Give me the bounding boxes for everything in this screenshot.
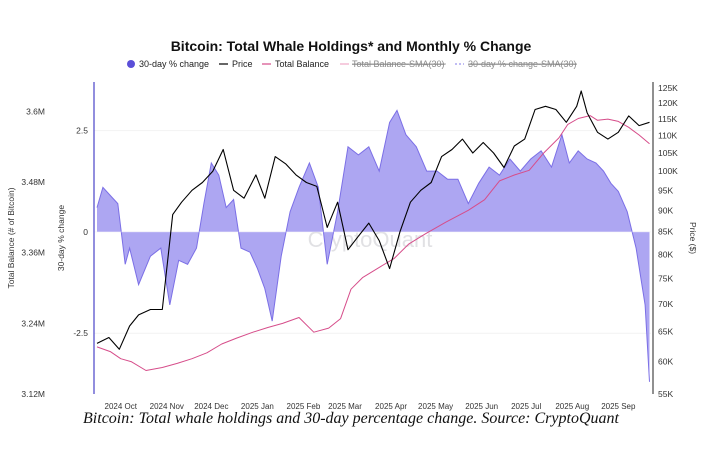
x-tick-label: 2025 Apr xyxy=(375,402,407,411)
legend-swatch-pct xyxy=(127,60,135,68)
x-tick-label: 2025 May xyxy=(418,402,453,411)
pct-change-area xyxy=(97,110,650,382)
pct-axis-label: 30-day % change xyxy=(56,205,66,271)
x-tick-label: 2024 Oct xyxy=(105,402,138,411)
balance-tick-label: 3.48M xyxy=(21,177,45,187)
pct-tick-label: 0 xyxy=(83,227,88,237)
axis-layer: 3.6M 3.48M 3.36M 3.24M 3.12M 2.5 0 -2.5 125K 120K… xyxy=(6,82,698,411)
x-tick-label: 2025 Sep xyxy=(601,402,636,411)
price-tick-label: 120K xyxy=(658,98,678,108)
legend-label-balance: Total Balance xyxy=(275,59,329,69)
pct-tick-label: -2.5 xyxy=(73,328,88,338)
figure-caption: Bitcoin: Total whale holdings and 30-day… xyxy=(83,410,619,427)
price-line xyxy=(96,90,650,350)
balance-tick-label: 3.12M xyxy=(21,389,45,399)
pct-change-outline xyxy=(96,109,650,382)
price-tick-label: 95K xyxy=(658,185,673,195)
price-tick-label: 60K xyxy=(658,357,673,367)
x-tick-label: 2025 Jun xyxy=(465,402,498,411)
balance-axis-label: Total Balance (# of Bitcoin) xyxy=(6,187,16,288)
legend-label-price: Price xyxy=(232,59,253,69)
legend-label-pct: 30-day % change xyxy=(139,59,209,69)
x-tick-label: 2024 Dec xyxy=(194,402,228,411)
x-tick-label: 2025 Mar xyxy=(328,402,362,411)
chart-title: Bitcoin: Total Whale Holdings* and Month… xyxy=(171,38,532,54)
x-tick-label: 2025 Jul xyxy=(511,402,541,411)
price-tick-label: 100K xyxy=(658,166,678,176)
balance-tick-label: 3.24M xyxy=(21,318,45,328)
price-tick-label: 65K xyxy=(658,327,673,337)
price-tick-label: 110K xyxy=(658,131,678,141)
x-tick-label: 2024 Nov xyxy=(150,402,184,411)
price-axis-label: Price ($) xyxy=(688,222,698,254)
line-layer xyxy=(96,90,650,371)
price-tick-label: 55K xyxy=(658,389,673,399)
balance-tick-label: 3.6M xyxy=(26,106,45,116)
price-tick-label: 115K xyxy=(658,114,678,124)
pct-area-layer xyxy=(94,109,651,382)
legend: 30-day % change Price Total Balance Total B… xyxy=(127,59,577,69)
pct-tick-label: 2.5 xyxy=(76,126,88,136)
price-tick-label: 105K xyxy=(658,148,678,158)
price-tick-label: 90K xyxy=(658,205,673,215)
price-tick-label: 80K xyxy=(658,249,673,259)
x-tick-label: 2025 Aug xyxy=(555,402,589,411)
price-tick-label: 75K xyxy=(658,273,673,283)
price-tick-label: 70K xyxy=(658,299,673,309)
x-tick-label: 2025 Feb xyxy=(287,402,321,411)
x-tick-label: 2025 Jan xyxy=(241,402,274,411)
price-tick-label: 85K xyxy=(658,227,673,237)
price-tick-label: 125K xyxy=(658,83,678,93)
balance-line xyxy=(96,115,650,371)
balance-tick-label: 3.36M xyxy=(21,248,45,258)
